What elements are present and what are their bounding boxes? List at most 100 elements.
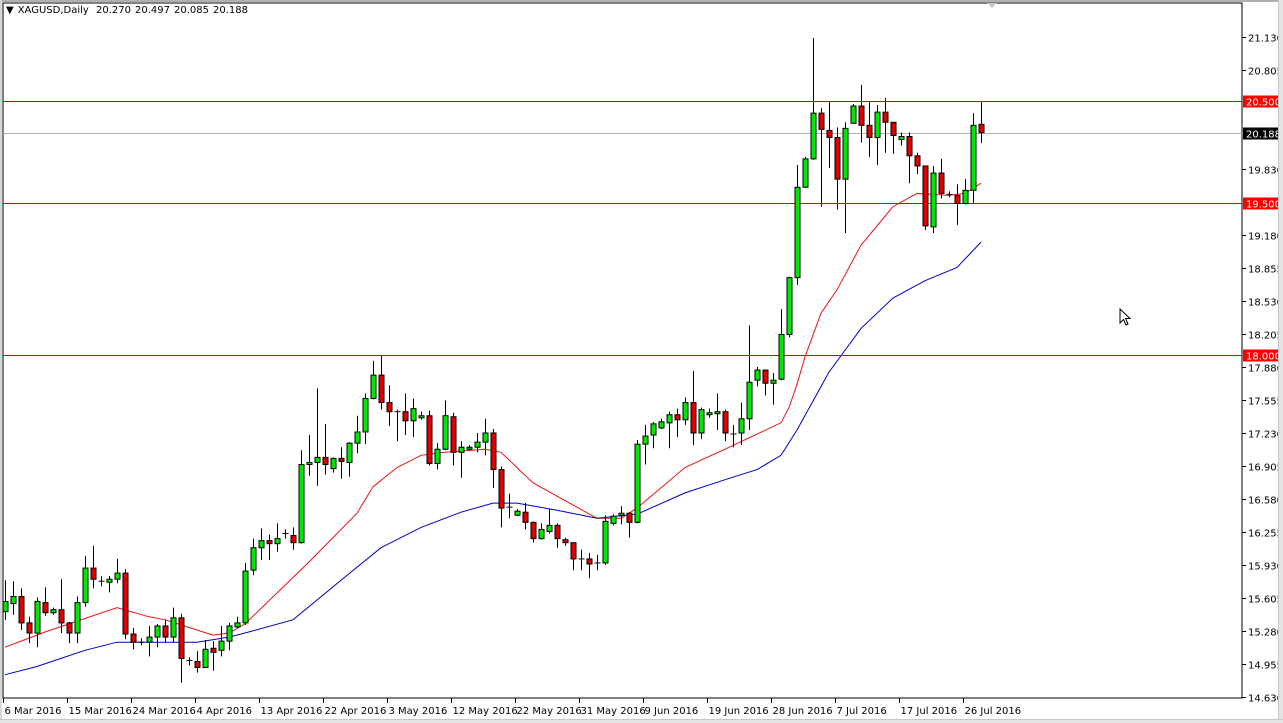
candle (322, 423, 329, 475)
candle-body-bear (178, 617, 185, 659)
candle (130, 627, 137, 650)
candle (842, 122, 849, 233)
x-tick-label: 17 Jul 2016 (901, 706, 958, 717)
chart-header: ▼ XAGUSD,Daily 20.270 20.497 20.085 20.188 (6, 5, 252, 16)
candle-body-bull (218, 640, 225, 651)
y-tick-label: 16.580 (1248, 496, 1283, 507)
candle-body-bull (794, 186, 801, 279)
candle (362, 393, 369, 445)
candle-body-bear (914, 155, 921, 167)
candle (946, 191, 953, 198)
candle-body-bull (930, 172, 937, 228)
chart-shift-marker-icon[interactable] (987, 3, 997, 8)
candle-body-bull (786, 277, 793, 336)
level-price-label-bg (1243, 95, 1278, 108)
y-tick-label: 17.555 (1248, 397, 1283, 408)
candle-body-bear (18, 595, 25, 624)
candle-body-bull (298, 463, 305, 544)
ohlc-open: 20.270 (96, 5, 132, 16)
candle (594, 554, 601, 571)
x-tick-label: 6 Mar 2016 (5, 706, 62, 717)
candle-body-bear (890, 121, 897, 136)
candle-body-bear (626, 512, 633, 523)
candle (962, 179, 969, 205)
candle (850, 104, 857, 124)
y-tick-label: 18.855 (1248, 265, 1283, 276)
moving-average-line-1 (4, 241, 982, 676)
candle (634, 440, 641, 524)
candle (978, 101, 985, 144)
y-tick-label: 16.905 (1248, 463, 1283, 474)
candle (290, 527, 297, 550)
candle (658, 418, 665, 429)
candle-body-bull (778, 334, 785, 380)
candle (794, 164, 801, 285)
candle-body-bull (442, 415, 449, 450)
candle (666, 411, 673, 449)
candle (18, 588, 25, 630)
candle-body-bear (130, 633, 137, 643)
x-tick-label: 13 Apr 2016 (261, 706, 323, 717)
candle-body-bull (874, 111, 881, 139)
level-price-label: 20.500 (1246, 98, 1281, 109)
candle-body-bull (666, 414, 673, 424)
candle (954, 184, 961, 225)
candle (802, 156, 809, 188)
candle-body-bull (610, 515, 617, 524)
candle-body-bull (602, 520, 609, 564)
candle (770, 373, 777, 405)
x-tick-label: 24 Mar 2016 (133, 706, 196, 717)
current-price-label: 20.188 (1246, 130, 1281, 141)
candle (698, 407, 705, 440)
candle (586, 552, 593, 579)
candle-body-bull (154, 625, 161, 638)
candle (210, 641, 217, 671)
candle (170, 607, 177, 643)
candle-body-bear (386, 402, 393, 413)
moving-average-line-0 (4, 182, 982, 648)
candle (218, 625, 225, 657)
candle (242, 562, 249, 625)
time-axis: 6 Mar 2016 15 Mar 2016 24 Mar 2016 4 Apr 20… (3, 698, 1021, 717)
candle-body-bear (322, 456, 329, 465)
candle (810, 38, 817, 160)
candle (610, 514, 617, 526)
candle-body-bull (482, 432, 489, 443)
candle (2, 580, 9, 620)
candle-body-bear (938, 172, 945, 194)
candle (410, 398, 417, 438)
candle-body-bull (842, 127, 849, 180)
candle (306, 435, 313, 476)
candle-body-bull (330, 457, 337, 470)
plot-area[interactable] (2, 2, 1243, 699)
candle (34, 597, 41, 648)
candle-body-bull (306, 461, 313, 465)
x-tick-label: 7 Jul 2016 (837, 706, 887, 717)
candle (402, 393, 409, 436)
x-tick-label: 9 Jun 2016 (645, 706, 699, 717)
candle (202, 640, 209, 669)
candle (442, 400, 449, 451)
candle-body-bear (490, 432, 497, 471)
candle-body-bull (650, 423, 657, 436)
candle-body-bull (50, 609, 57, 614)
candle-body-bull (770, 379, 777, 384)
candle-body-bear (826, 129, 833, 139)
candle-body-bull (106, 578, 113, 583)
candle (66, 621, 73, 644)
candle (754, 367, 761, 387)
candle (498, 466, 505, 528)
candle-body-bear (586, 558, 593, 565)
candle (714, 393, 721, 430)
candle (874, 105, 881, 165)
candle (746, 325, 753, 430)
candle-body-bull (698, 409, 705, 434)
candle (522, 503, 529, 530)
candle (450, 412, 457, 466)
triangle-down-icon[interactable]: ▼ (6, 5, 14, 16)
x-tick-label: 19 Jun 2016 (709, 706, 769, 717)
candle (530, 521, 537, 543)
window-left-edge (0, 0, 2, 723)
candle-body-bull (234, 622, 241, 628)
